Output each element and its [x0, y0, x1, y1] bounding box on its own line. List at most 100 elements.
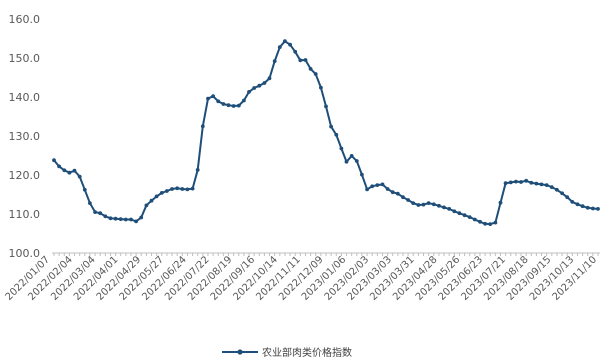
- data-point: [262, 81, 267, 85]
- data-point: [247, 90, 251, 94]
- data-point: [344, 159, 349, 164]
- data-point: [149, 198, 154, 203]
- y-tick-label: 150.0: [9, 52, 41, 65]
- data-point: [57, 164, 61, 169]
- data-point: [580, 204, 585, 209]
- data-point: [257, 83, 262, 88]
- data-point: [195, 168, 200, 172]
- data-point: [221, 102, 226, 106]
- data-point: [98, 211, 103, 216]
- data-point: [293, 49, 298, 54]
- series-line-group: [53, 39, 599, 226]
- data-point: [596, 207, 600, 211]
- data-point: [431, 202, 436, 207]
- data-point: [349, 154, 354, 158]
- y-tick-label: 110.0: [9, 208, 41, 221]
- data-point: [498, 200, 503, 205]
- legend-label: 农业部肉类价格指数: [262, 346, 352, 359]
- y-tick-label: 120.0: [9, 169, 41, 182]
- data-point: [483, 221, 487, 226]
- data-point: [200, 124, 205, 129]
- data-point: [426, 201, 431, 206]
- data-point: [216, 99, 221, 104]
- data-point: [375, 183, 380, 188]
- data-point: [570, 200, 575, 204]
- data-point: [267, 76, 272, 81]
- data-point: [529, 180, 534, 185]
- data-point: [72, 168, 77, 173]
- data-point: [457, 211, 462, 216]
- data-point: [478, 219, 482, 224]
- data-point: [462, 213, 467, 218]
- data-point: [380, 182, 385, 187]
- data-point: [308, 67, 313, 71]
- data-point: [211, 94, 216, 99]
- data-point: [503, 181, 508, 186]
- data-point: [447, 207, 452, 211]
- data-point: [508, 180, 513, 185]
- data-point: [555, 187, 559, 192]
- data-point: [549, 185, 554, 190]
- data-point: [406, 198, 410, 202]
- data-point: [467, 215, 472, 220]
- data-point: [411, 201, 416, 206]
- data-point: [354, 159, 359, 163]
- data-point: [62, 168, 67, 173]
- data-point: [360, 172, 364, 177]
- data-point: [103, 214, 108, 219]
- data-point: [206, 96, 210, 101]
- data-point: [185, 187, 190, 192]
- data-point: [370, 184, 375, 189]
- data-point: [288, 42, 292, 47]
- data-point: [319, 85, 323, 90]
- data-point: [488, 222, 493, 227]
- data-point: [519, 180, 523, 184]
- data-point: [560, 191, 564, 196]
- y-tick-label: 160.0: [9, 13, 41, 26]
- data-point: [313, 72, 318, 76]
- data-point: [134, 219, 139, 224]
- data-point: [472, 217, 477, 222]
- data-point: [421, 202, 426, 207]
- data-point: [252, 86, 257, 90]
- data-point: [129, 217, 133, 222]
- data-point: [144, 203, 149, 208]
- data-point: [385, 187, 390, 191]
- data-point: [242, 98, 246, 103]
- data-point: [442, 205, 446, 210]
- y-tick-label: 140.0: [9, 91, 41, 104]
- data-point: [437, 203, 441, 208]
- data-point: [544, 183, 549, 188]
- data-point: [283, 39, 287, 44]
- data-point: [77, 174, 82, 179]
- data-point: [401, 195, 405, 200]
- data-point: [565, 195, 570, 200]
- series-points: [52, 39, 600, 227]
- data-point: [452, 209, 457, 214]
- data-point: [339, 146, 344, 151]
- data-point: [524, 178, 529, 183]
- data-point: [154, 194, 159, 199]
- data-point: [190, 186, 195, 191]
- data-point: [514, 179, 518, 184]
- data-point: [272, 59, 277, 63]
- data-point: [67, 170, 72, 175]
- series-line: [53, 39, 599, 226]
- data-point: [591, 206, 595, 211]
- data-point: [534, 181, 539, 186]
- data-point: [123, 217, 128, 222]
- data-point: [165, 189, 169, 193]
- data-point: [93, 210, 97, 215]
- data-point: [575, 202, 580, 207]
- data-point: [175, 186, 180, 191]
- legend-marker: [237, 349, 243, 355]
- y-tick-label: 130.0: [9, 130, 41, 143]
- x-axis: 2022/01/072022/02/042022/03/042022/04/01…: [4, 253, 599, 303]
- data-point: [365, 187, 369, 192]
- data-point: [277, 45, 282, 49]
- data-point: [416, 203, 421, 207]
- data-point: [585, 205, 590, 210]
- data-point: [113, 216, 118, 221]
- data-point: [303, 58, 308, 62]
